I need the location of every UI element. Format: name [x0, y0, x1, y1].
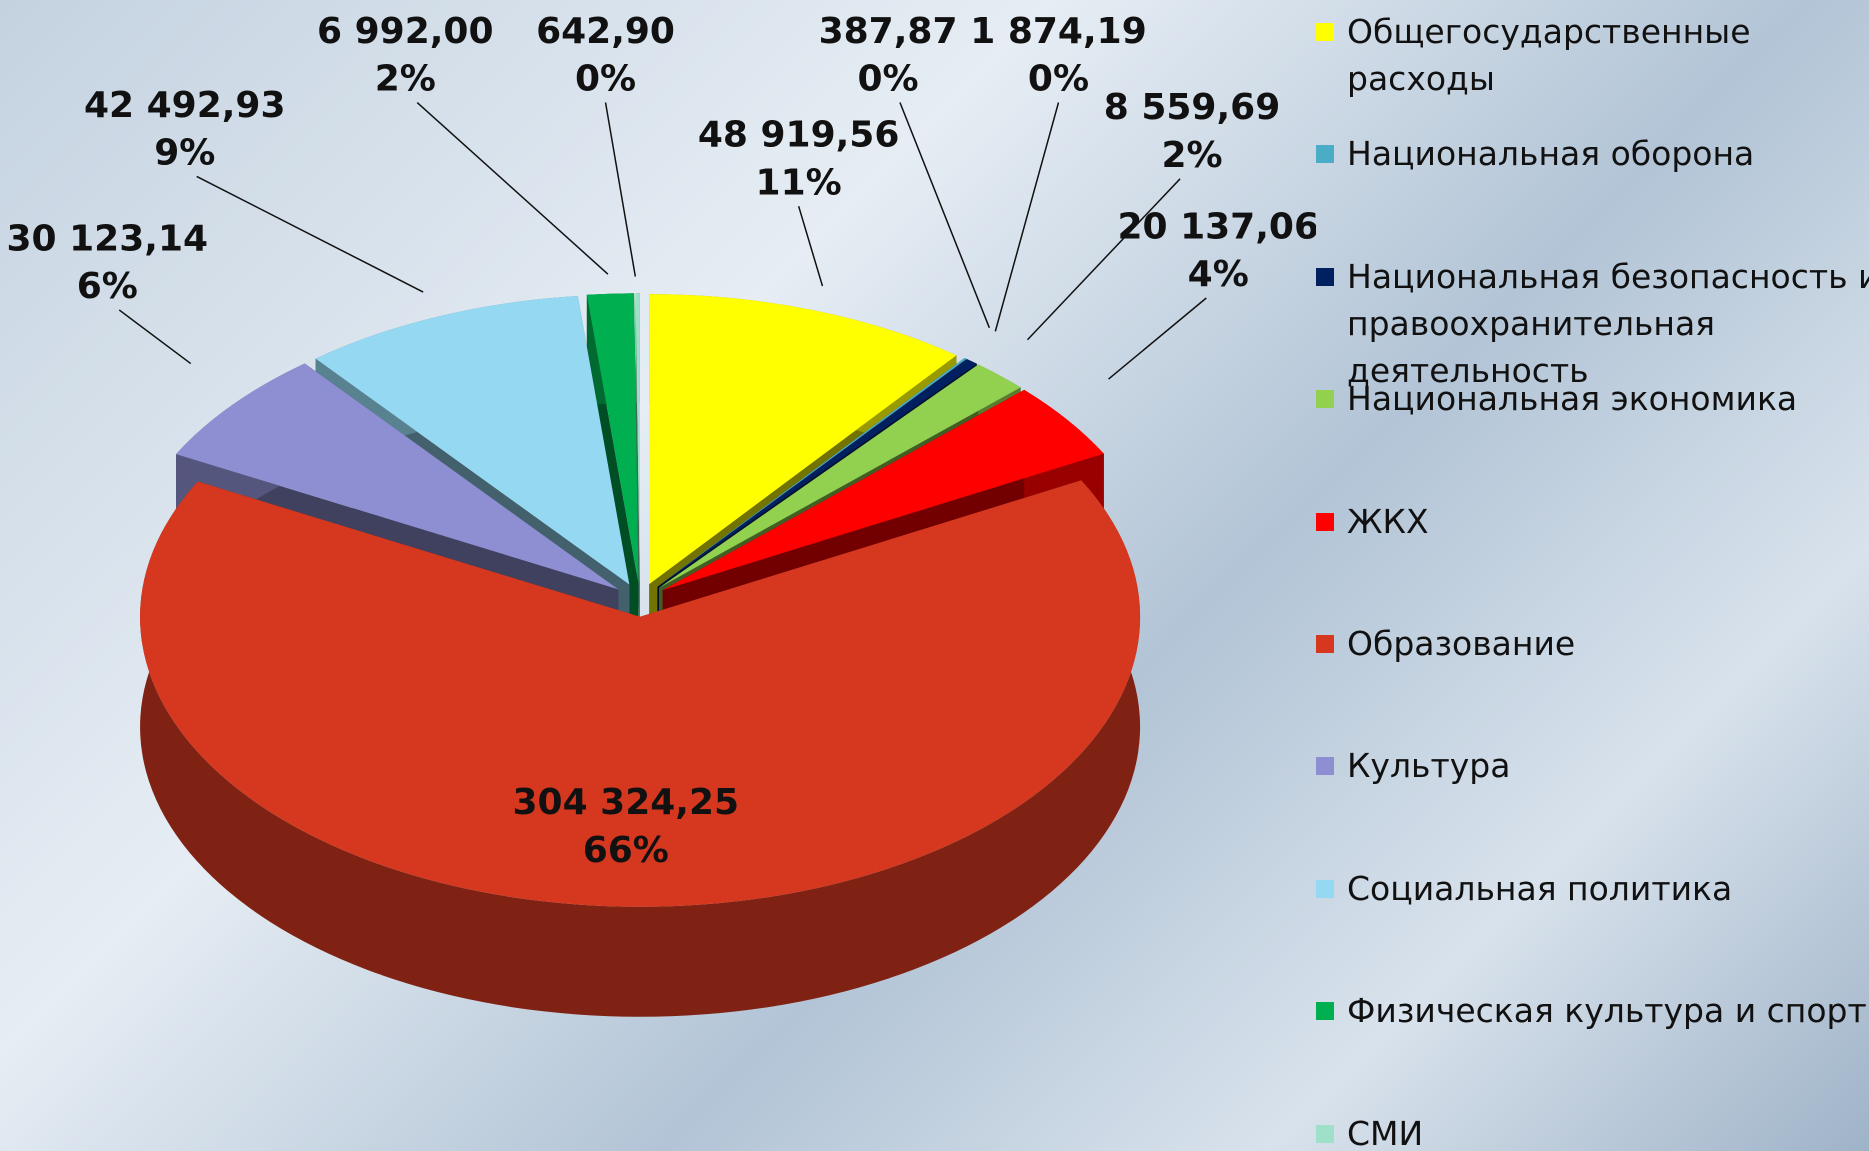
legend-label: СМИ: [1347, 1113, 1424, 1151]
legend-label: Образование: [1347, 624, 1576, 663]
legend-label: Национальная безопасность и правоохранит…: [1347, 256, 1869, 390]
slice-top: [657, 359, 977, 587]
legend-swatch: [1316, 267, 1334, 286]
value-label: 20 137,06: [1117, 206, 1316, 247]
value-label: 304 324,25: [512, 782, 739, 823]
value-label: 387,87: [819, 11, 958, 52]
legend-label: Социальная политика: [1347, 868, 1733, 908]
chart: 48 919,56 11% 387,87 0% 1 874,19 0% 8 559,69 2%…: [6, 11, 1316, 1017]
legend-swatch: [1316, 23, 1334, 41]
slice: [635, 293, 640, 694]
value-label: 8 559,69: [1104, 87, 1281, 128]
legend-swatch: [1316, 145, 1334, 164]
value-label: 30 123,14: [6, 218, 208, 259]
leader-line: [994, 102, 1060, 332]
slice-top: [635, 293, 640, 584]
percent-label: 0%: [857, 59, 918, 100]
legend-swatch: [1316, 512, 1334, 531]
value-label: 642,90: [536, 11, 675, 52]
slice-top: [315, 296, 630, 585]
legend-swatch: [1316, 390, 1334, 409]
legend-label: Физическая культура и спорт: [1347, 991, 1867, 1031]
slice-top: [176, 363, 619, 590]
slice-top: [586, 293, 639, 584]
legend-label: Общегосударственные расходы: [1347, 12, 1751, 98]
legend: Общегосударственные расходы Национальная …: [1316, 0, 1869, 1151]
legend-swatch: [1316, 757, 1334, 776]
legend-swatch: [1316, 1002, 1334, 1021]
percent-label: 2%: [375, 59, 436, 100]
slice: [140, 480, 1141, 1017]
leader-line: [604, 102, 637, 277]
leader-line: [1026, 178, 1181, 341]
legend-swatch: [1316, 879, 1334, 898]
percent-label: 11%: [756, 162, 842, 203]
percent-label: 66%: [583, 830, 669, 871]
slice-top: [649, 294, 957, 585]
value-label: 42 492,93: [84, 85, 286, 126]
legend-label: Национальная оборона: [1347, 134, 1755, 174]
value-label: 48 919,56: [698, 115, 900, 156]
legend-label: Культура: [1347, 746, 1511, 786]
value-label: 6 992,00: [317, 11, 494, 52]
slice-top: [659, 364, 1021, 588]
slice-top: [140, 480, 1141, 907]
leader-line: [1108, 297, 1207, 380]
legend-label: Национальная экономика: [1347, 379, 1798, 419]
leader-line: [196, 175, 424, 293]
leader-line: [797, 206, 824, 287]
leader-line: [118, 309, 192, 365]
slice-top: [657, 357, 967, 587]
percent-label: 2%: [1161, 135, 1222, 176]
percent-label: 0%: [575, 59, 636, 100]
slice-wall: [140, 480, 1141, 1017]
legend-swatch: [1316, 635, 1334, 653]
percent-label: 0%: [1028, 59, 1089, 100]
legend-label: ЖКХ: [1347, 501, 1429, 541]
percent-label: 4%: [1188, 254, 1249, 295]
value-label: 1 874,19: [970, 11, 1147, 52]
leader-line: [416, 101, 609, 275]
percent-label: 9%: [154, 132, 215, 173]
leader-line: [899, 102, 991, 329]
slice-top: [662, 389, 1104, 591]
legend-swatch: [1316, 1124, 1334, 1143]
percent-label: 6%: [77, 266, 138, 307]
